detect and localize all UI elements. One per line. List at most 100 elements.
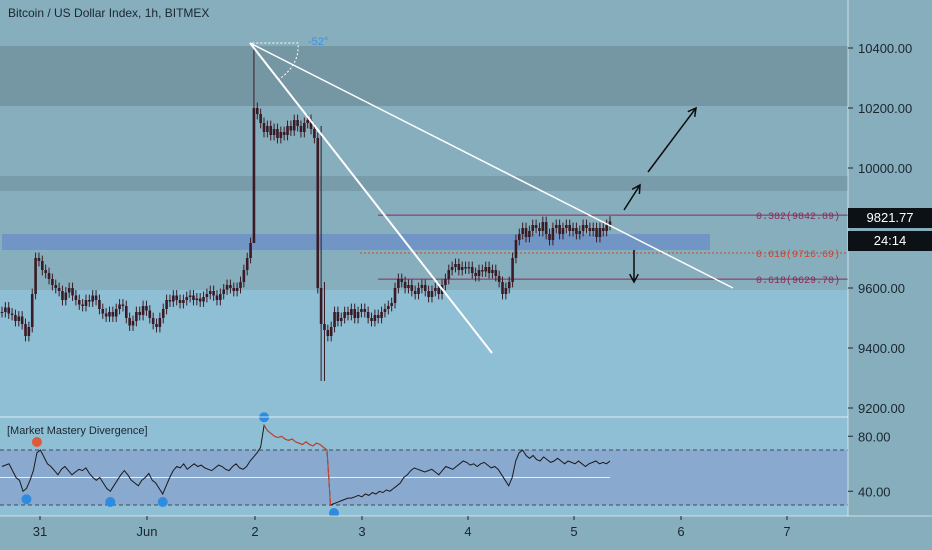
candle-body	[323, 324, 326, 330]
candle-body	[30, 294, 34, 327]
candle-body	[467, 267, 471, 269]
candle-body	[430, 291, 434, 297]
candle-body	[108, 312, 111, 317]
candle-body	[24, 324, 27, 336]
candle-body	[242, 270, 246, 282]
time-axis-background	[0, 516, 932, 550]
candle-body	[366, 312, 370, 318]
candle-body	[306, 120, 309, 123]
time-tick-label: 5	[570, 524, 577, 539]
candle-body	[356, 312, 360, 318]
candle-body	[61, 291, 64, 300]
candle-body	[135, 312, 138, 321]
arrow-up-small-shaft	[623, 184, 641, 211]
candle-body	[158, 318, 162, 327]
candle-body	[279, 132, 283, 138]
candle-body	[544, 222, 548, 234]
candle-body	[558, 225, 561, 234]
candle-body	[608, 221, 612, 225]
time-tick-label: 31	[33, 524, 47, 539]
candle-body	[434, 288, 437, 291]
candle-body	[222, 289, 226, 294]
candle-body	[44, 270, 47, 273]
price-tick-label: 9400.00	[858, 341, 905, 356]
fib-label-618-a: 0.618(9716.69)	[756, 249, 840, 261]
candle-body	[568, 225, 571, 231]
candle-body	[427, 291, 430, 297]
candle-body	[316, 138, 320, 288]
candle-body	[507, 282, 511, 288]
candle-body	[148, 310, 152, 318]
candle-body	[501, 282, 504, 294]
candle-body	[37, 258, 41, 261]
arrow-down-head	[629, 273, 639, 284]
candle-body	[272, 129, 276, 135]
lower-background	[0, 290, 848, 418]
candle-body	[346, 312, 350, 315]
candle-body	[554, 225, 558, 228]
candle-body	[262, 123, 266, 132]
candle-body	[249, 243, 252, 258]
countdown-badge: 24:14	[848, 231, 932, 251]
candle-body	[336, 312, 340, 321]
candle-body	[578, 231, 582, 234]
candle-body	[286, 126, 289, 135]
candle-body	[178, 300, 182, 303]
candle-body	[413, 291, 417, 294]
candle-body	[481, 270, 484, 272]
candle-body	[276, 129, 279, 138]
candle-body	[534, 225, 538, 228]
chart-title: Bitcoin / US Dollar Index, 1h, BITMEX	[8, 6, 210, 20]
fib-label-618-b: 0.618(9629.70)	[756, 275, 840, 287]
candle-body	[380, 312, 383, 318]
candle-body	[353, 309, 357, 318]
angle-label: -52°	[308, 36, 328, 48]
candle-body	[111, 312, 115, 317]
candle-body	[198, 298, 202, 302]
candle-body	[528, 231, 531, 237]
time-tick-label: 4	[464, 524, 471, 539]
candle-body	[531, 225, 535, 231]
candle-body	[329, 327, 333, 336]
candle-body	[88, 300, 91, 302]
candle-body	[14, 315, 17, 321]
candle-body	[581, 225, 585, 231]
candle-body	[245, 258, 249, 270]
candle-body	[118, 304, 121, 309]
candle-body	[296, 120, 299, 126]
candle-body	[17, 316, 21, 321]
candle-body	[94, 295, 98, 300]
candle-body	[54, 285, 58, 288]
candle-body	[289, 126, 293, 131]
candle-body	[215, 295, 219, 300]
candle-body	[202, 297, 205, 302]
angle-arc	[252, 42, 299, 81]
candle-body	[477, 270, 481, 276]
candle-body	[538, 228, 541, 231]
current-price-badge: 9821.77	[848, 208, 932, 228]
candle-body	[252, 108, 256, 243]
candle-body	[51, 279, 54, 285]
resistance-zone-top	[0, 46, 848, 106]
candle-body	[67, 288, 71, 293]
fib-label-382: 0.382(9842.89)	[756, 211, 840, 223]
candle-body	[504, 288, 508, 294]
candle-body	[350, 309, 353, 315]
candle-body	[487, 267, 491, 273]
arrow-down	[629, 250, 639, 284]
osc-tick-label: 40.00	[858, 484, 891, 499]
candle-body	[343, 312, 346, 318]
candle-body	[165, 300, 168, 309]
candle-body	[64, 292, 68, 300]
price-tick-label: 9200.00	[858, 401, 905, 416]
candle-body	[309, 120, 313, 129]
candle-body	[20, 316, 24, 324]
candle-body	[34, 258, 37, 294]
candle-body	[4, 307, 7, 312]
candle-body	[208, 291, 212, 294]
candle-body	[474, 273, 477, 276]
candle-body	[175, 295, 178, 300]
time-tick-label: 7	[783, 524, 790, 539]
